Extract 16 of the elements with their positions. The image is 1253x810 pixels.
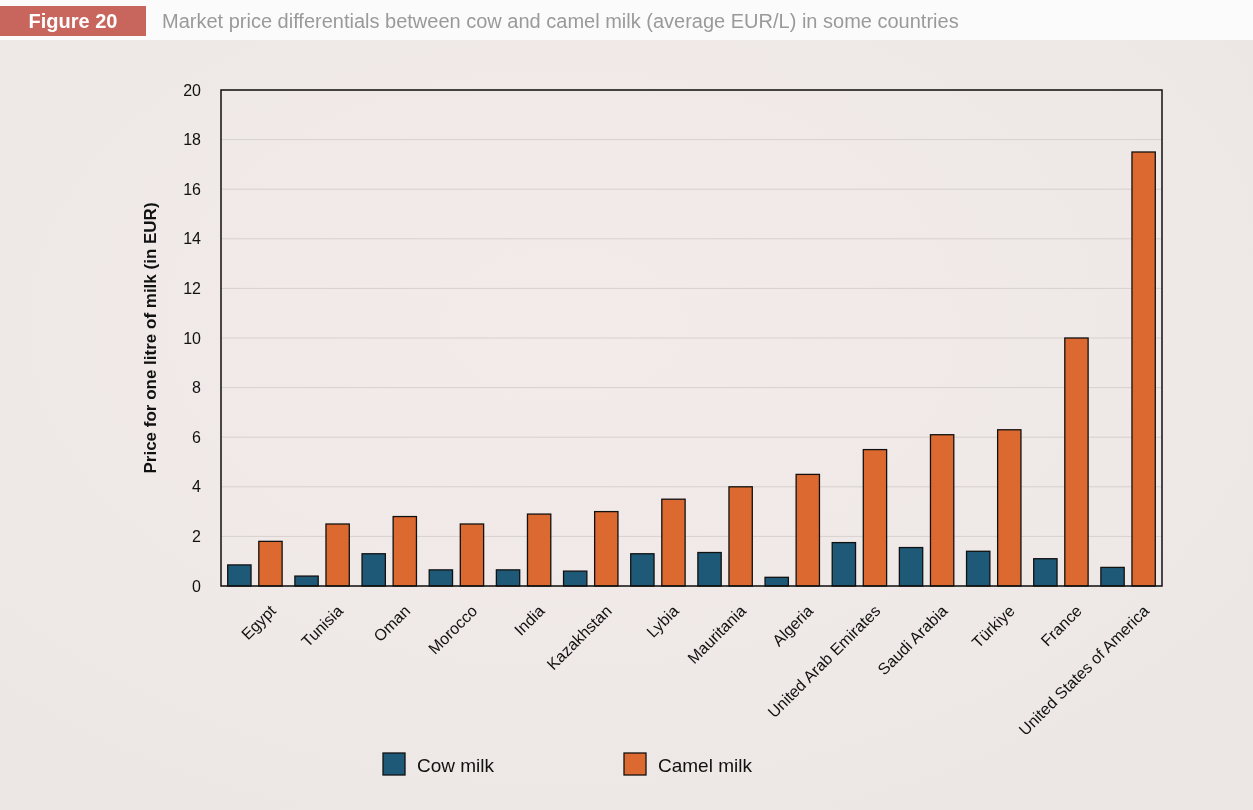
y-tick-label: 6 — [192, 428, 202, 446]
y-tick-label: 12 — [183, 280, 202, 297]
y-tick-label: 4 — [192, 478, 202, 496]
caption: Figure 20 — [28, 10, 118, 32]
legend-label: Cow milk — [417, 754, 495, 776]
chart-title: Market price differentials between cow and camel milk (average EUR/L) in some countries — [162, 10, 959, 32]
y-tick-label: 10 — [183, 329, 202, 347]
y-tick-label: 8 — [192, 379, 202, 397]
y-tick-label: 18 — [183, 131, 202, 149]
y-tick-label: 2 — [192, 528, 202, 545]
y-tick-label: 14 — [183, 230, 202, 248]
legend-label: Camel milk — [658, 754, 753, 776]
y-axis-title: Price for one litre of milk (in EUR) — [141, 202, 160, 474]
y-tick-label: 16 — [183, 180, 202, 198]
y-tick-label: 0 — [192, 577, 202, 595]
y-tick-label: 20 — [183, 81, 202, 99]
